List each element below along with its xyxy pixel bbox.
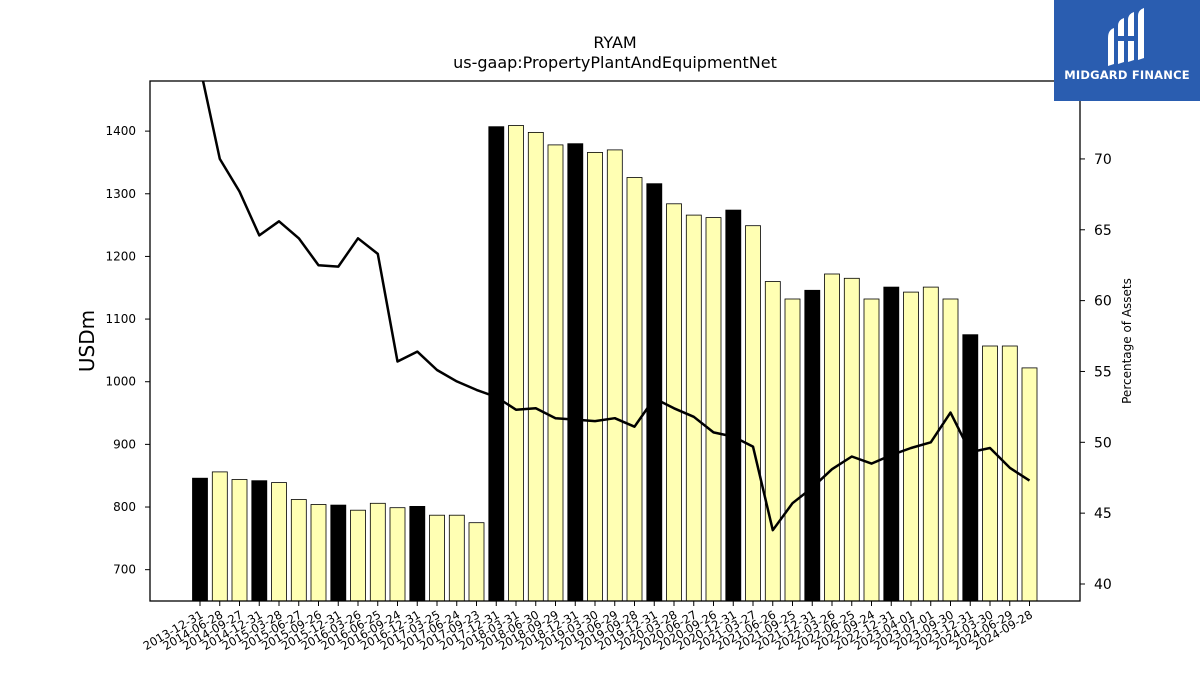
bar-2016-12-31 (409, 505, 426, 602)
right-tick-label: 55 (1094, 364, 1112, 380)
right-axis-label: Percentage of Assets (1120, 278, 1134, 404)
bar-2022-06-25 (843, 277, 860, 602)
bar-2022-12-31 (883, 286, 900, 602)
bar-group (192, 125, 1038, 602)
bar-2020-06-27 (685, 214, 702, 602)
brand-logo: MIDGARD FINANCE (1054, 0, 1200, 101)
bar-2024-03-30 (982, 345, 998, 602)
bar-2015-09-26 (310, 504, 327, 602)
right-tick-label: 60 (1094, 294, 1112, 310)
bar-2018-09-29 (547, 144, 564, 602)
bar-2017-06-24 (448, 514, 465, 602)
bar-2021-12-31 (804, 289, 821, 602)
bar-2018-06-30 (527, 131, 544, 602)
bar-2017-03-25 (429, 514, 445, 602)
right-tick-label: 45 (1094, 506, 1112, 522)
bar-2024-06-29 (1001, 345, 1018, 602)
chart-title: RYAM (593, 33, 636, 52)
bar-2024-09-28 (1021, 367, 1038, 602)
bar-2020-03-28 (666, 203, 682, 602)
bar-2015-06-27 (290, 499, 307, 602)
bar-2019-09-28 (626, 177, 643, 602)
bar-2015-03-28 (271, 482, 287, 602)
left-tick-label: 700 (113, 563, 136, 577)
bar-2020-12-31 (725, 209, 742, 602)
bar-2013-12-31 (192, 477, 208, 602)
bar-2018-03-31 (508, 125, 524, 602)
bar-2018-12-31 (567, 143, 584, 602)
bar-2022-03-26 (824, 273, 840, 602)
bar-2019-12-31 (646, 183, 663, 602)
bar-2014-09-27 (231, 479, 248, 602)
chart-subtitle: us-gaap:PropertyPlantAndEquipmentNet (453, 53, 777, 72)
bar-2017-12-31 (488, 126, 505, 602)
left-axis: 700 800 900 1000 1100 1200 1300 1400 (105, 124, 150, 577)
bar-2022-09-24 (863, 298, 880, 602)
left-axis-label: USDm (75, 310, 99, 372)
bar-2019-06-29 (606, 149, 623, 602)
left-tick-label: 1000 (105, 375, 136, 389)
left-tick-label: 1400 (105, 124, 136, 138)
bar-2019-03-30 (587, 151, 603, 602)
bar-2021-06-26 (764, 281, 781, 602)
bar-2016-03-26 (350, 509, 366, 602)
right-tick-label: 65 (1094, 223, 1112, 239)
left-tick-label: 1300 (105, 187, 136, 201)
brand-logo-text: MIDGARD FINANCE (1064, 68, 1190, 82)
bar-2023-09-30 (942, 298, 959, 602)
right-tick-label: 40 (1094, 577, 1112, 593)
x-axis: 2013-12-312014-06-282014-09-272014-12-31… (141, 601, 1035, 653)
percentage-of-assets-line (201, 81, 1031, 532)
brand-mark-icon (1108, 8, 1144, 66)
bar-2015-12-31 (330, 504, 347, 602)
right-tick-label: 70 (1094, 152, 1112, 168)
left-tick-label: 800 (113, 500, 136, 514)
bar-2016-06-25 (369, 502, 386, 602)
bar-2017-09-23 (468, 522, 485, 602)
left-tick-label: 1100 (105, 312, 136, 326)
bar-2016-09-24 (389, 507, 406, 602)
left-tick-label: 1200 (105, 249, 136, 263)
bar-2014-06-28 (211, 471, 228, 602)
line-group (201, 81, 1031, 532)
bar-2020-09-26 (705, 217, 722, 602)
left-tick-label: 900 (113, 437, 136, 451)
bar-2021-09-25 (784, 298, 801, 602)
right-tick-label: 50 (1094, 435, 1112, 451)
bar-2014-12-31 (251, 480, 268, 602)
bar-2021-03-27 (745, 225, 761, 602)
bar-2023-12-31 (962, 334, 979, 602)
right-axis: 40 45 50 55 60 65 70 (1080, 152, 1112, 593)
